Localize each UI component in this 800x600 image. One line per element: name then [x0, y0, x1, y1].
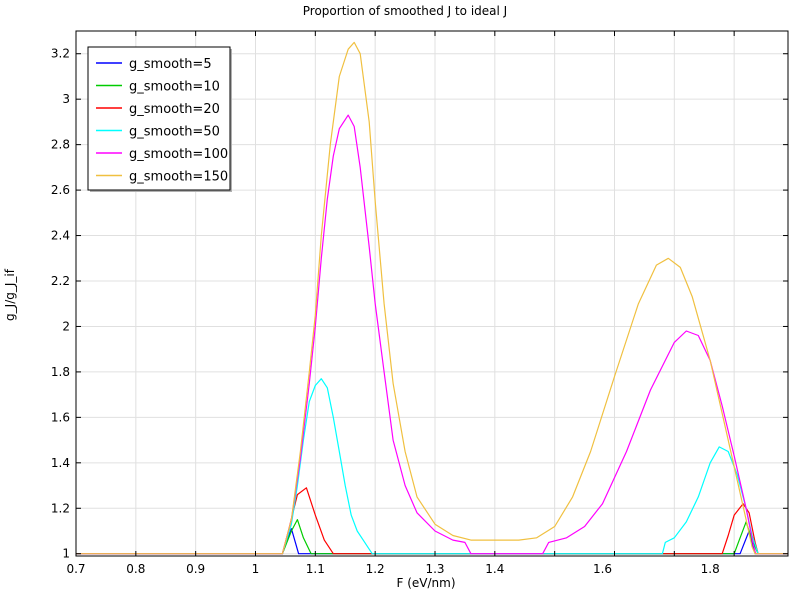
- x-tick-label: 1.1: [306, 562, 325, 576]
- chart-title: Proportion of smoothed J to ideal J: [303, 4, 507, 18]
- legend-label: g_smooth=5: [129, 57, 212, 72]
- x-axis-title: F (eV/nm): [396, 576, 455, 590]
- y-tick-label: 1.2: [51, 501, 70, 515]
- x-tick-label: 0.7: [66, 562, 85, 576]
- y-tick-label: 2.8: [51, 138, 70, 152]
- y-tick-label: 1.8: [51, 365, 70, 379]
- x-tick-label: 1.8: [701, 562, 720, 576]
- y-axis-title: g_J/g_J_if: [3, 268, 17, 321]
- series-line-g-smooth-50: [76, 378, 788, 555]
- plot-frame: [75, 30, 789, 557]
- series-line-g-smooth-100: [76, 114, 788, 555]
- y-tick-label: 1.6: [51, 410, 70, 424]
- legend-box: [87, 46, 231, 191]
- axis-ticks: 0.7 0.8 0.9 1 1.1 1.2 1.3 1.4 1.6 1.8 1 1.2 1.4 1.6 1.…: [51, 31, 788, 576]
- x-tick-label: 1.6: [593, 562, 612, 576]
- series-line-g-smooth-150: [76, 41, 788, 555]
- y-tick-label: 2.6: [51, 183, 70, 197]
- x-tick-label: 1.3: [425, 562, 444, 576]
- y-tick-label: 1: [62, 547, 70, 561]
- legend: g_smooth=5 g_smooth=10 g_smooth=20 g_smooth…: [87, 46, 232, 192]
- y-tick-label: 2: [62, 319, 70, 333]
- y-tick-label: 2.2: [51, 274, 70, 288]
- x-tick-label: 1.4: [485, 562, 504, 576]
- legend-label: g_smooth=50: [129, 125, 220, 140]
- y-tick-label: 1.4: [51, 456, 70, 470]
- legend-label: g_smooth=100: [129, 147, 228, 162]
- x-tick-label: 0.9: [186, 562, 205, 576]
- series-lines: [76, 41, 788, 555]
- legend-label: g_smooth=20: [129, 102, 220, 117]
- x-tick-label: 1: [252, 562, 260, 576]
- legend-label: g_smooth=150: [129, 170, 228, 185]
- y-tick-label: 2.4: [51, 229, 70, 243]
- legend-label: g_smooth=10: [129, 80, 220, 95]
- y-tick-label: 3.2: [51, 47, 70, 61]
- x-tick-label: 1.2: [366, 562, 385, 576]
- x-tick-label: 0.8: [126, 562, 145, 576]
- y-tick-label: 3: [62, 92, 70, 106]
